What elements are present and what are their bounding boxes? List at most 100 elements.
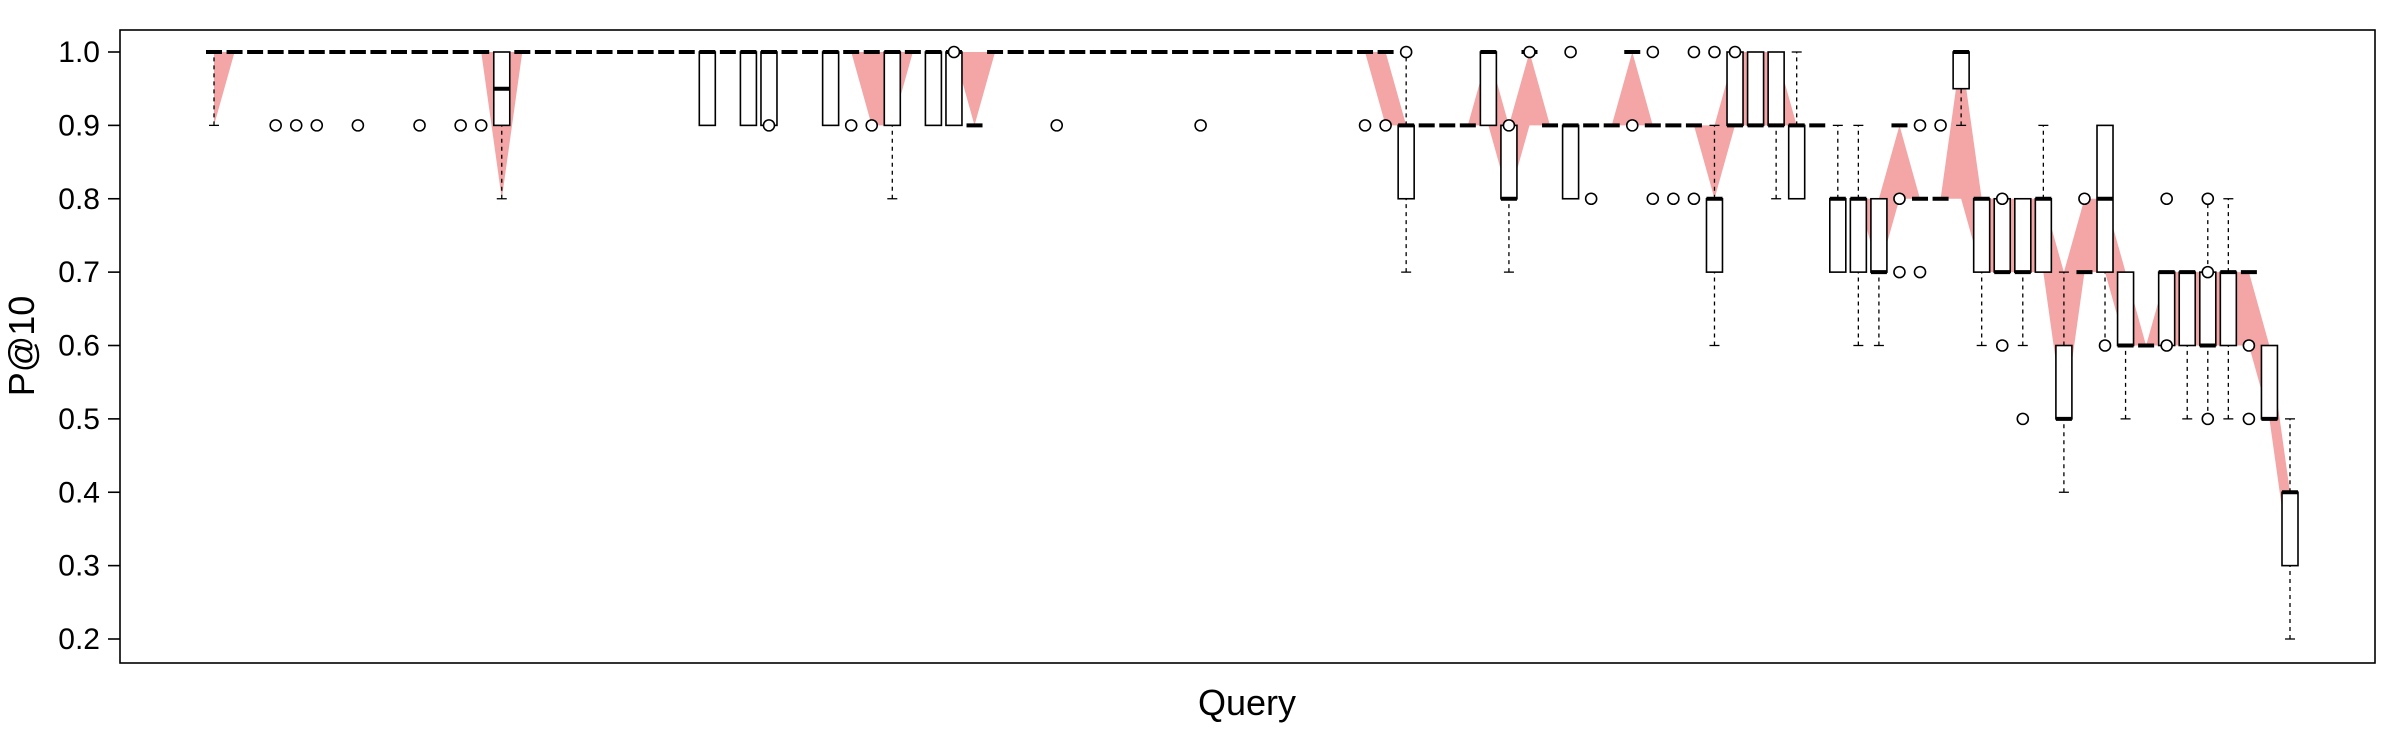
box-iqr xyxy=(2281,491,2299,567)
outlier-point xyxy=(1625,119,1639,132)
box-plot xyxy=(308,50,325,132)
box-iqr xyxy=(821,51,840,127)
box-iqr xyxy=(2260,344,2279,420)
box-iqr xyxy=(1849,197,1868,273)
outlier-point xyxy=(1050,119,1064,132)
plot-frame xyxy=(119,29,2376,664)
box-plot xyxy=(2178,270,2197,420)
box-plot xyxy=(1849,124,1868,347)
box-iqr xyxy=(1500,124,1518,200)
x-axis-title: Query xyxy=(1198,682,1296,723)
box-iqr xyxy=(739,51,758,127)
outlier-point xyxy=(2016,412,2030,426)
outlier-point xyxy=(1584,192,1598,206)
outlier-point xyxy=(2160,339,2173,352)
box-plot xyxy=(1397,45,1415,273)
box-plot xyxy=(2034,124,2053,273)
box-iqr xyxy=(1787,124,1806,200)
outlier-point xyxy=(2098,339,2112,352)
outlier-point xyxy=(269,119,282,132)
box-plot xyxy=(2198,192,2217,426)
box-plot xyxy=(1685,45,1702,206)
box-plot xyxy=(206,50,222,127)
outlier-point xyxy=(1564,45,1577,59)
box-iqr xyxy=(883,51,902,127)
box-plot xyxy=(2076,192,2093,275)
box-iqr xyxy=(2116,271,2135,347)
box-plot xyxy=(1829,124,1847,273)
outlier-point xyxy=(844,119,858,132)
box-plot xyxy=(821,50,840,127)
outlier-point xyxy=(1934,119,1947,132)
box-plot xyxy=(1891,123,1908,279)
box-plot xyxy=(2240,270,2257,426)
range-band xyxy=(214,52,2290,566)
box-iqr xyxy=(1829,197,1847,273)
outlier-point xyxy=(2242,339,2256,352)
outlier-point xyxy=(1708,45,1721,59)
outlier-point xyxy=(351,119,365,132)
box-iqr xyxy=(1726,51,1744,127)
y-tick-label: 0.6 xyxy=(58,330,100,363)
outlier-point xyxy=(1913,265,1927,279)
box-iqr xyxy=(2198,271,2217,347)
y-tick-label: 1.0 xyxy=(58,36,100,69)
box-plot xyxy=(1787,51,1806,200)
outlier-point xyxy=(2242,412,2256,426)
outlier-point xyxy=(474,119,488,132)
box-iqr xyxy=(1870,197,1888,273)
box-iqr xyxy=(924,51,943,127)
y-axis: 1.0 0.9 0.8 0.7 0.6 0.5 0.4 0.3 0.2 xyxy=(58,36,120,656)
box-plot xyxy=(473,50,490,132)
y-axis-title: P@10 xyxy=(1,296,42,397)
box-iqr xyxy=(2178,271,2197,347)
outlier-point xyxy=(1687,192,1701,206)
y-tick-label: 0.9 xyxy=(58,109,100,142)
outlier-point xyxy=(1379,119,1392,132)
outlier-point xyxy=(1194,119,1207,132)
band-layer xyxy=(214,52,2290,566)
box-iqr xyxy=(1993,197,2012,273)
outlier-point xyxy=(1523,45,1536,59)
box-plot xyxy=(739,50,758,127)
outlier-point xyxy=(2201,412,2215,426)
box-iqr xyxy=(2013,197,2032,273)
outlier-point xyxy=(947,45,961,59)
box-iqr xyxy=(2055,344,2073,420)
outlier-point xyxy=(1893,192,1906,206)
box-iqr xyxy=(698,51,717,127)
outlier-point xyxy=(2201,265,2215,279)
box-plot xyxy=(945,45,963,127)
outlier-point xyxy=(865,119,879,132)
box-plot xyxy=(1644,45,1661,206)
outlier-point xyxy=(762,119,776,132)
box-plot xyxy=(2055,271,2073,493)
outlier-point xyxy=(1646,45,1660,59)
box-plot xyxy=(1048,50,1065,132)
y-tick-label: 0.4 xyxy=(58,476,100,509)
outlier-point xyxy=(1728,45,1742,59)
outlier-point xyxy=(1687,45,1701,59)
box-plot xyxy=(492,51,511,200)
outlier-point xyxy=(1502,119,1516,132)
box-iqr xyxy=(945,51,963,127)
outlier-point xyxy=(1995,192,2009,206)
box-iqr xyxy=(2157,271,2176,347)
outlier-point xyxy=(289,119,303,132)
box-plot xyxy=(1583,123,1600,206)
box-plot xyxy=(883,50,902,200)
box-plot xyxy=(760,50,778,132)
box-plot xyxy=(924,50,943,127)
box-plot xyxy=(2096,124,2114,352)
box-plot xyxy=(1624,50,1641,132)
box-iqr xyxy=(1397,124,1415,200)
box-plot xyxy=(2116,271,2135,420)
box-plot xyxy=(1357,50,1374,132)
box-plot xyxy=(1192,50,1209,132)
box-plot xyxy=(2013,197,2032,426)
box-plot xyxy=(1705,45,1724,347)
outlier-point xyxy=(2160,192,2173,206)
box-plot xyxy=(1912,119,1929,279)
box-plot xyxy=(843,50,860,132)
